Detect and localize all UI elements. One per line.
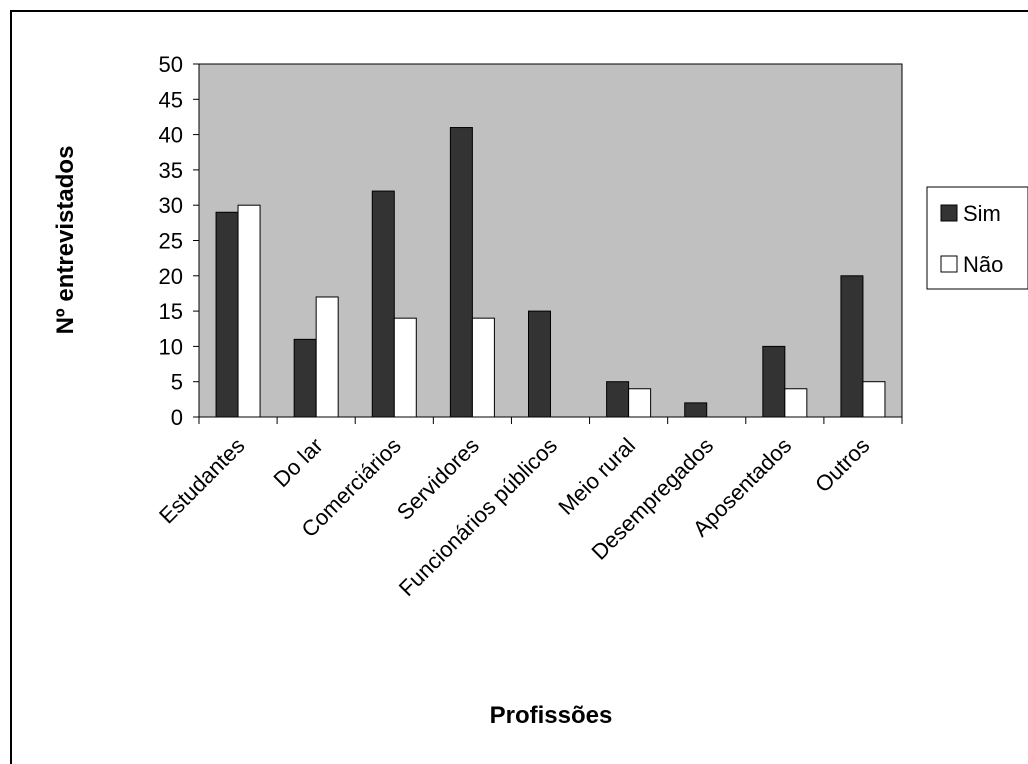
y-tick-label: 35 [159, 158, 183, 183]
y-axis: 0 5 10 15 20 25 30 35 40 45 50 [159, 52, 200, 430]
bar-sim [606, 381, 630, 418]
y-tick-label: 50 [159, 52, 183, 77]
y-tick-label: 15 [159, 299, 183, 324]
bar-sim [293, 338, 317, 418]
legend-label: Sim [963, 201, 1001, 226]
bar-sim [215, 211, 239, 418]
bar-sim [528, 310, 551, 418]
x-category-label: Do lar [269, 433, 328, 492]
legend: Sim Não [926, 186, 1028, 290]
bar-sim [449, 127, 473, 418]
bar-n-o [862, 381, 886, 418]
bar-sim [684, 402, 708, 418]
y-tick-label: 20 [159, 264, 183, 289]
x-axis-title: Profissões [490, 702, 613, 729]
bar-n-o [628, 388, 652, 418]
y-tick-label: 5 [171, 370, 183, 395]
y-tick-label: 10 [159, 334, 183, 359]
bar-n-o [315, 296, 339, 418]
y-tick-label: 45 [159, 87, 183, 112]
bar-n-o [784, 388, 808, 418]
x-category-label: Estudantes [154, 433, 250, 529]
bar-n-o [237, 204, 261, 418]
bar-sim [840, 275, 864, 418]
x-category-label: Funcionários públicos [394, 433, 562, 601]
bar-n-o [393, 317, 417, 418]
y-tick-label: 40 [159, 123, 183, 148]
bar-sim [762, 345, 786, 418]
y-tick-label: 0 [171, 405, 183, 430]
bar-sim [371, 190, 395, 418]
y-axis-title: Nº entrevistados [52, 146, 79, 335]
legend-swatch [940, 255, 958, 273]
legend-label: Não [963, 252, 1003, 277]
y-tick-label: 30 [159, 193, 183, 218]
legend-swatch [940, 204, 958, 222]
x-axis: Estudantes Do larComerciáriosServidoresFu… [154, 416, 903, 601]
y-tick-label: 25 [159, 229, 183, 254]
x-category-label: Outros [810, 433, 874, 497]
bar-n-o [471, 317, 495, 418]
